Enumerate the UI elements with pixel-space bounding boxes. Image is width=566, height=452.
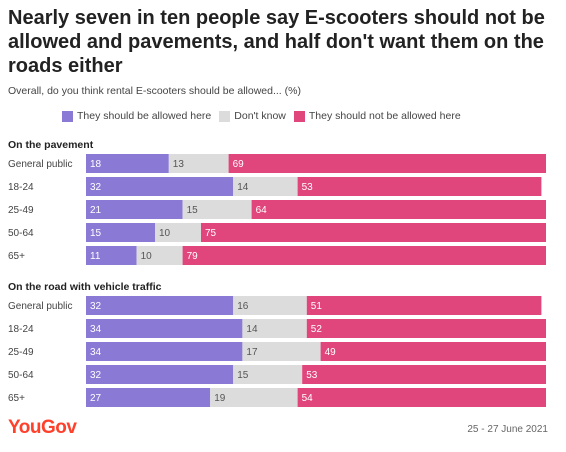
bar-not-allowed — [201, 223, 546, 242]
bar-dont-know — [136, 246, 183, 265]
chart-subtitle: Overall, do you think rental E-scooters … — [8, 85, 301, 97]
data-label-not-allowed: 52 — [311, 324, 323, 335]
bar-dont-know — [233, 296, 307, 315]
yougov-logo: YouGov — [8, 417, 77, 438]
data-label-dont-know: 16 — [237, 301, 249, 312]
bar-not-allowed — [302, 365, 546, 384]
data-label-dont-know: 10 — [141, 251, 153, 262]
bar-not-allowed — [228, 154, 546, 173]
bar-dont-know — [155, 223, 201, 242]
data-label-dont-know: 19 — [214, 393, 226, 404]
group-label: On the road with vehicle traffic — [8, 281, 162, 293]
survey-date: 25 - 27 June 2021 — [467, 424, 548, 435]
bar-dont-know — [242, 319, 307, 338]
bar-allowed — [86, 154, 169, 173]
data-label-not-allowed: 51 — [311, 301, 323, 312]
bar-not-allowed — [306, 296, 542, 315]
legend-label-not-allowed: They should not be allowed here — [308, 110, 461, 122]
bar-not-allowed — [297, 177, 542, 196]
data-label-not-allowed: 53 — [302, 182, 314, 193]
category-label: General public — [8, 159, 72, 170]
data-label-not-allowed: 49 — [325, 347, 337, 358]
legend: They should be allowed here Don't know T… — [62, 110, 469, 122]
data-label-allowed: 32 — [90, 370, 102, 381]
data-label-dont-know: 15 — [237, 370, 249, 381]
data-label-allowed: 11 — [90, 251, 101, 262]
data-label-not-allowed: 53 — [306, 370, 318, 381]
data-label-allowed: 34 — [90, 324, 102, 335]
bar-allowed — [86, 296, 234, 315]
bar-allowed — [86, 388, 211, 407]
bar-dont-know — [242, 342, 321, 361]
bar-not-allowed — [297, 388, 546, 407]
bar-allowed — [86, 342, 243, 361]
bar-dont-know — [233, 177, 298, 196]
category-label: 18-24 — [8, 182, 34, 193]
bar-not-allowed — [320, 342, 546, 361]
bar-dont-know — [182, 200, 252, 219]
bar-not-allowed — [306, 319, 546, 338]
bar-allowed — [86, 319, 243, 338]
legend-label-allowed: They should be allowed here — [77, 110, 212, 122]
data-label-dont-know: 17 — [246, 347, 258, 358]
group-label: On the pavement — [8, 139, 94, 151]
data-label-allowed: 15 — [90, 228, 102, 239]
category-label: 25-49 — [8, 205, 34, 216]
legend-item-allowed: They should be allowed here — [62, 110, 211, 122]
data-label-not-allowed: 64 — [256, 205, 268, 216]
chart-title: Nearly seven in ten people say E-scooter… — [8, 7, 545, 77]
data-label-dont-know: 13 — [173, 159, 185, 170]
bar-allowed — [86, 223, 155, 242]
bar-allowed — [86, 246, 137, 265]
category-label: 65+ — [8, 251, 25, 262]
data-label-allowed: 32 — [90, 301, 102, 312]
category-label: 50-64 — [8, 228, 34, 239]
legend-item-dont-know: Don't know — [219, 110, 286, 122]
bar-not-allowed — [182, 246, 546, 265]
data-label-dont-know: 10 — [159, 228, 171, 239]
bar-dont-know — [210, 388, 298, 407]
legend-label-dont-know: Don't know — [234, 110, 286, 122]
data-label-allowed: 27 — [90, 393, 102, 404]
bar-allowed — [86, 177, 234, 196]
data-label-allowed: 32 — [90, 182, 102, 193]
bar-not-allowed — [251, 200, 546, 219]
data-label-not-allowed: 79 — [187, 251, 199, 262]
data-label-dont-know: 14 — [237, 182, 249, 193]
legend-swatch-allowed — [62, 110, 73, 122]
data-label-dont-know: 15 — [187, 205, 199, 216]
data-label-allowed: 34 — [90, 347, 102, 358]
category-label: 25-49 — [8, 347, 34, 358]
category-label: General public — [8, 301, 72, 312]
category-label: 18-24 — [8, 324, 34, 335]
data-label-allowed: 21 — [90, 205, 102, 216]
data-label-allowed: 18 — [90, 159, 102, 170]
bar-allowed — [86, 200, 183, 219]
category-label: 65+ — [8, 393, 25, 404]
data-label-not-allowed: 69 — [233, 159, 245, 170]
bar-dont-know — [168, 154, 229, 173]
data-label-dont-know: 14 — [246, 324, 258, 335]
bar-dont-know — [233, 365, 303, 384]
data-label-not-allowed: 54 — [302, 393, 314, 404]
data-label-not-allowed: 75 — [205, 228, 217, 239]
legend-swatch-not-allowed — [293, 110, 305, 122]
bar-allowed — [86, 365, 234, 384]
legend-item-not-allowed: They should not be allowed here — [293, 110, 461, 122]
legend-swatch-dont-know — [219, 110, 231, 122]
category-label: 50-64 — [8, 370, 34, 381]
